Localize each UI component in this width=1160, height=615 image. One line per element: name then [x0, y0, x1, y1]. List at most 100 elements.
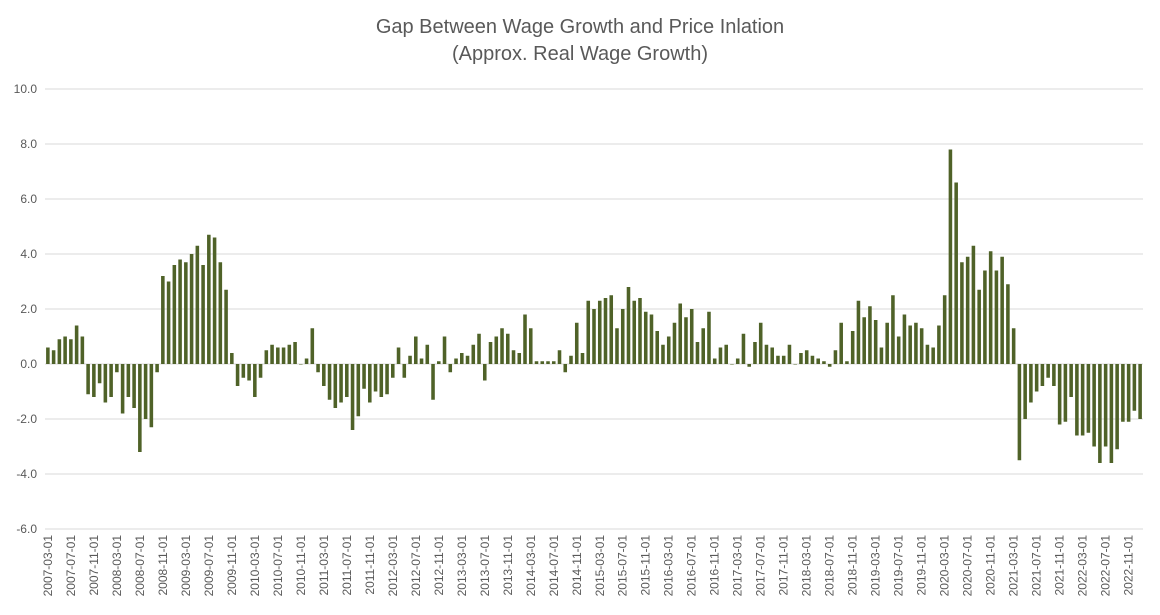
bar [758, 322, 763, 364]
bar [299, 364, 303, 365]
bar [385, 364, 389, 395]
bar [241, 364, 246, 378]
bar [931, 347, 935, 364]
bar [1115, 364, 1119, 450]
bar [172, 265, 177, 364]
bar [661, 344, 665, 364]
bar [494, 336, 499, 364]
bar [207, 234, 211, 364]
bar [787, 344, 792, 364]
chart-title-block: Gap Between Wage Growth and Price Inlati… [0, 14, 1160, 68]
bar [707, 311, 711, 364]
bar [74, 325, 79, 364]
bar [896, 336, 901, 364]
bar [540, 361, 545, 364]
x-tick-label: 2022-11-01 [1122, 535, 1136, 596]
x-tick-label: 2013-11-01 [501, 535, 515, 596]
bar [845, 361, 849, 364]
y-tick-label: -6.0 [16, 522, 37, 536]
bar [488, 342, 493, 364]
bar [103, 364, 108, 403]
x-tick-label: 2008-03-01 [110, 535, 124, 597]
bar [586, 300, 591, 364]
bar [402, 364, 407, 378]
bar [408, 355, 412, 364]
bar [1103, 364, 1108, 447]
bar [620, 309, 625, 364]
bar [914, 322, 918, 364]
x-tick-label: 2020-11-01 [984, 535, 998, 596]
bar [925, 344, 930, 364]
bar [322, 364, 326, 386]
bar [776, 355, 780, 364]
bar [189, 254, 194, 364]
x-tick-label: 2019-03-01 [869, 535, 883, 597]
bar [678, 303, 683, 364]
x-tick-label: 2020-03-01 [938, 535, 952, 597]
bar [1000, 256, 1004, 364]
bar [1109, 364, 1114, 463]
bar [143, 364, 148, 419]
bar [684, 317, 688, 364]
bar [368, 364, 372, 403]
bar [460, 353, 464, 364]
bar [942, 295, 947, 364]
x-tick-label: 2021-03-01 [1007, 535, 1021, 597]
bar [264, 350, 269, 364]
y-tick-label: -2.0 [16, 412, 37, 426]
bar [793, 364, 797, 365]
x-tick-label: 2017-07-01 [754, 535, 768, 597]
x-tick-label: 2015-07-01 [616, 535, 630, 597]
bar [534, 361, 539, 364]
bar [730, 364, 734, 365]
bar [339, 364, 343, 403]
bar [161, 276, 165, 364]
bar [948, 149, 953, 364]
bar [86, 364, 90, 395]
bar [569, 355, 573, 364]
x-tick-label: 2021-11-01 [1053, 535, 1067, 596]
x-tick-label: 2017-03-01 [731, 535, 745, 597]
x-tick-label: 2019-07-01 [892, 535, 906, 597]
bar [574, 322, 579, 364]
bar [1046, 364, 1050, 378]
x-tick-label: 2016-11-01 [708, 535, 722, 596]
bar [281, 347, 286, 364]
bar [1075, 364, 1079, 436]
x-tick-label: 2007-03-01 [41, 535, 55, 597]
bar [333, 364, 338, 408]
y-tick-label: 10.0 [14, 82, 38, 96]
bar [810, 355, 815, 364]
bar [69, 339, 73, 364]
bar [638, 298, 642, 364]
bar [528, 328, 533, 364]
bar [580, 353, 585, 364]
bar [258, 364, 263, 378]
bar [293, 342, 297, 364]
bar [1034, 364, 1039, 392]
bar [126, 364, 131, 397]
x-tick-label: 2016-07-01 [685, 535, 699, 597]
bar [597, 300, 602, 364]
bar [80, 336, 85, 364]
x-tick-label: 2022-03-01 [1076, 535, 1090, 597]
bar [649, 314, 654, 364]
bar [57, 339, 62, 364]
bar [356, 364, 361, 417]
bar [592, 309, 596, 364]
bar [511, 350, 516, 364]
x-tick-label: 2014-03-01 [524, 535, 538, 597]
bar [839, 322, 843, 364]
bar [132, 364, 136, 408]
gridlines [45, 88, 1143, 530]
bar [218, 262, 223, 364]
bar [92, 364, 96, 397]
bar [471, 344, 476, 364]
bar [115, 364, 119, 373]
x-tick-label: 2013-07-01 [478, 535, 492, 597]
bar [626, 287, 631, 364]
bar [603, 298, 608, 364]
x-tick-label: 2017-11-01 [777, 535, 791, 596]
bar [270, 344, 274, 364]
